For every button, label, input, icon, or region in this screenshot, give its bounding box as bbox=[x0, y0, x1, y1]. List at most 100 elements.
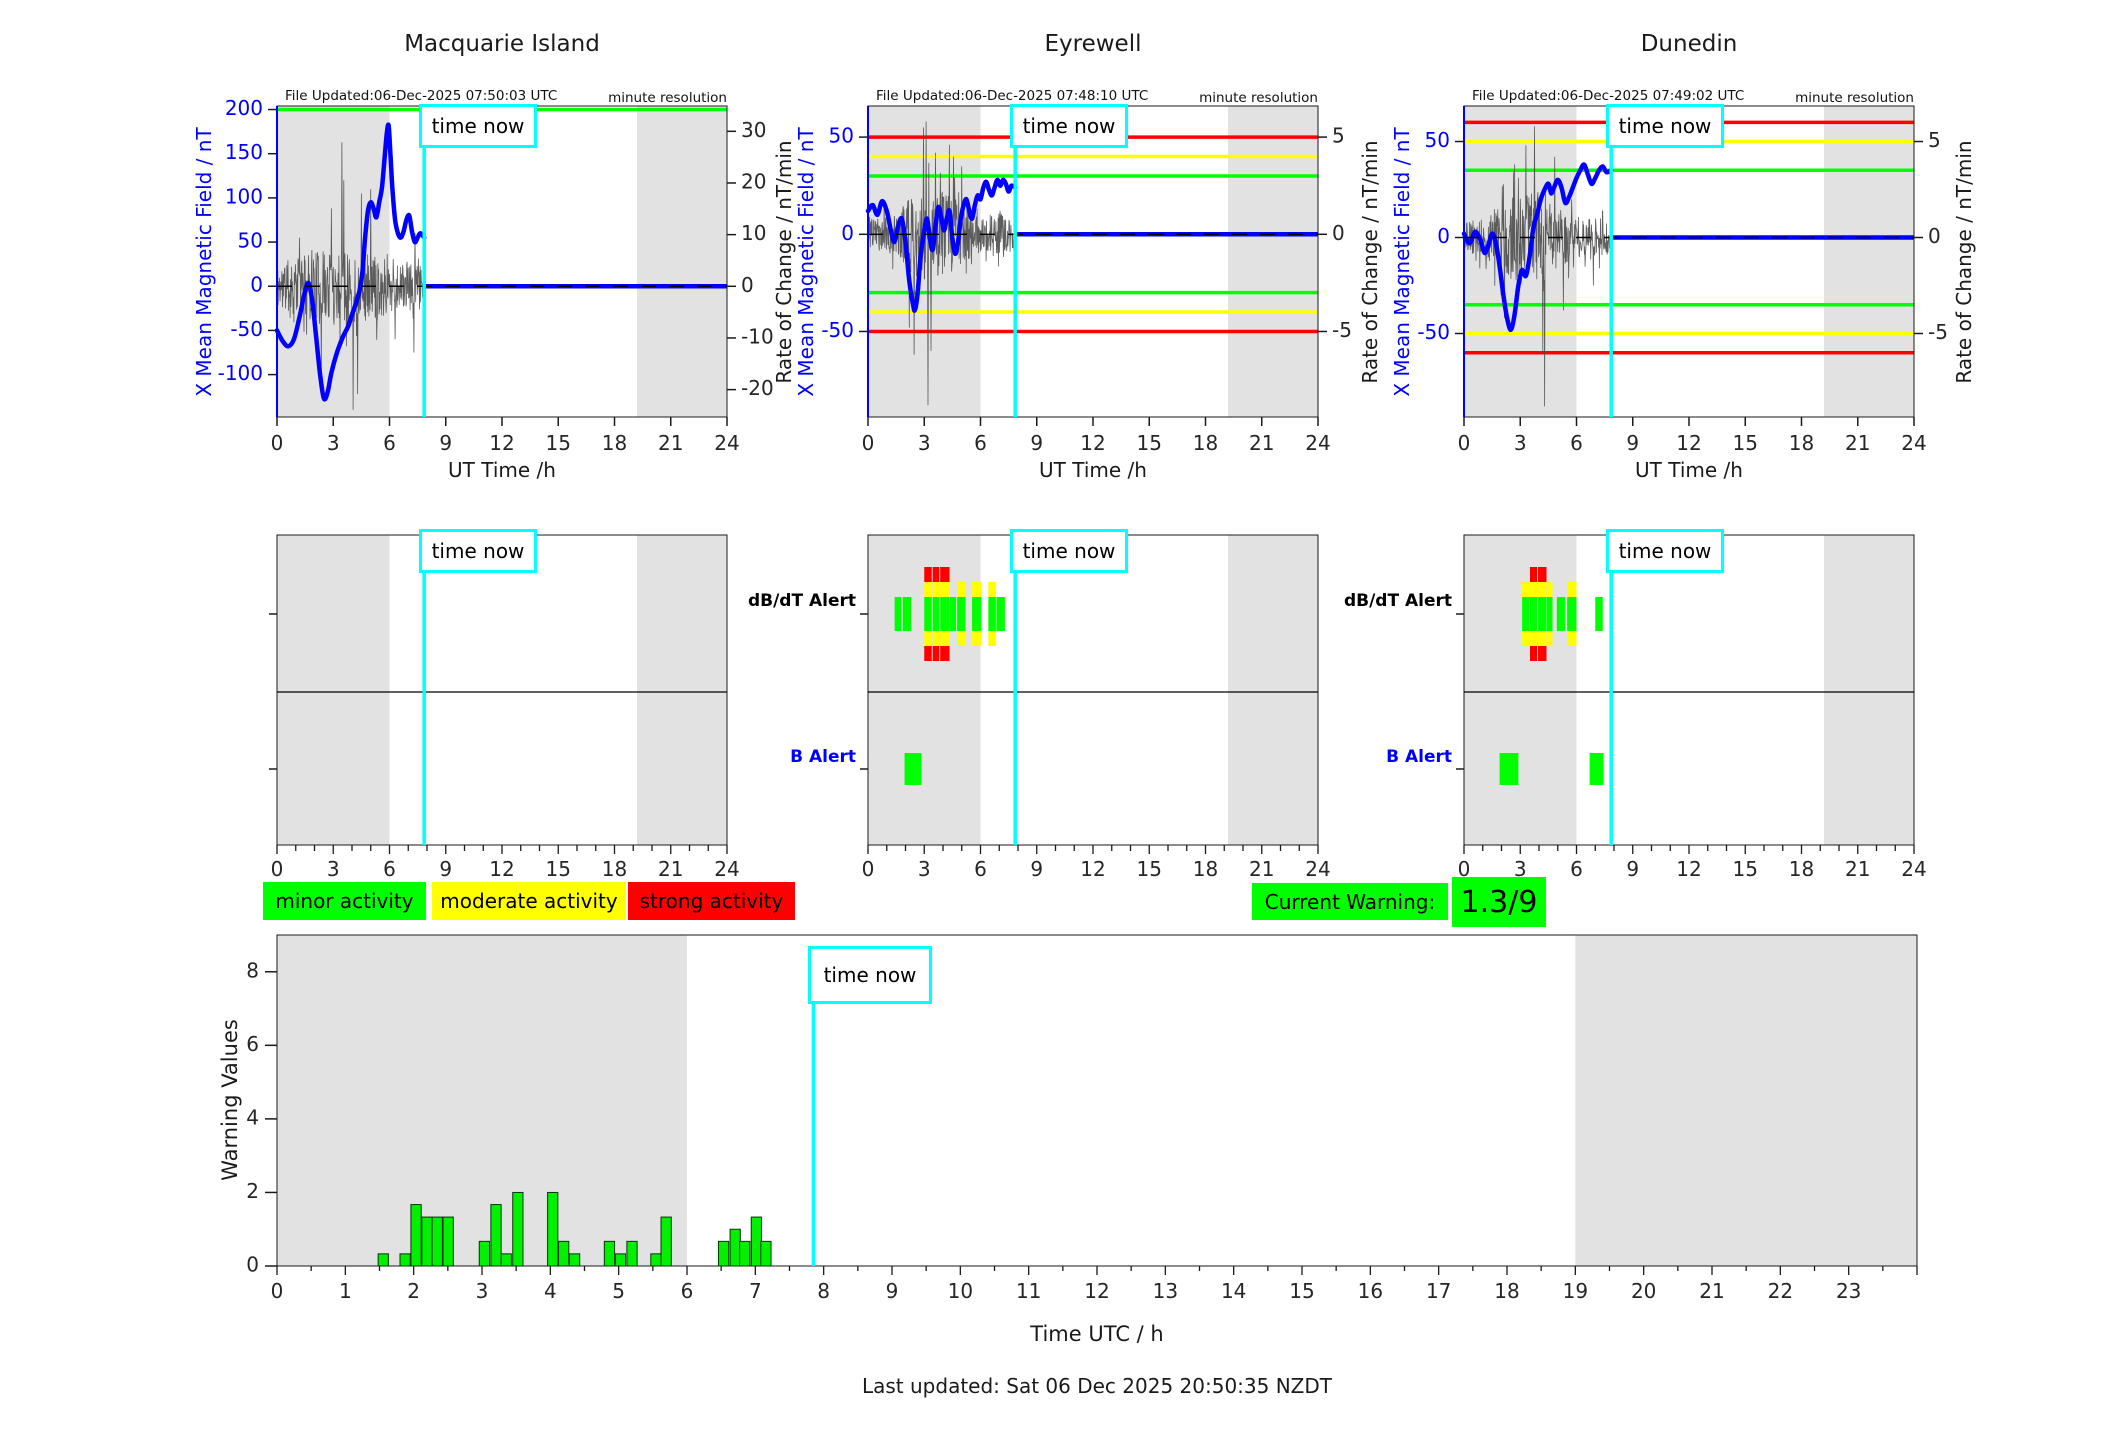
ylabel-right-macquarie: Rate of Change / nT/min bbox=[772, 140, 796, 384]
ylabel-left-dunedin: X Mean Magnetic Field / nT bbox=[1390, 127, 1414, 397]
svg-text:0: 0 bbox=[1458, 431, 1471, 455]
svg-text:18: 18 bbox=[1789, 857, 1814, 881]
time-now-box-warning-chart: time now bbox=[808, 946, 932, 1004]
svg-text:0: 0 bbox=[741, 273, 754, 297]
svg-text:30: 30 bbox=[741, 118, 766, 142]
last-updated-footer: Last updated: Sat 06 Dec 2025 20:50:35 N… bbox=[861, 1374, 1333, 1398]
svg-text:7: 7 bbox=[749, 1279, 762, 1303]
svg-text:12: 12 bbox=[1080, 857, 1105, 881]
svg-text:0: 0 bbox=[862, 857, 875, 881]
svg-text:1: 1 bbox=[339, 1279, 352, 1303]
svg-text:21: 21 bbox=[658, 857, 683, 881]
xlabel-eyrewell: UT Time /h bbox=[1039, 458, 1147, 482]
svg-text:50: 50 bbox=[829, 124, 854, 148]
svg-text:0: 0 bbox=[271, 1279, 284, 1303]
svg-text:8: 8 bbox=[246, 958, 259, 982]
svg-text:6: 6 bbox=[383, 857, 396, 881]
svg-text:4: 4 bbox=[544, 1279, 557, 1303]
svg-text:6: 6 bbox=[246, 1032, 259, 1056]
svg-text:12: 12 bbox=[1084, 1279, 1109, 1303]
svg-text:18: 18 bbox=[1193, 857, 1218, 881]
svg-text:14: 14 bbox=[1221, 1279, 1246, 1303]
svg-text:3: 3 bbox=[327, 431, 340, 455]
svg-text:18: 18 bbox=[602, 431, 627, 455]
svg-text:6: 6 bbox=[1570, 857, 1583, 881]
svg-text:-50: -50 bbox=[1417, 320, 1450, 344]
svg-text:9: 9 bbox=[439, 431, 452, 455]
b-alert-label-dunedin: B Alert bbox=[1386, 747, 1452, 767]
svg-text:6: 6 bbox=[974, 431, 987, 455]
svg-text:3: 3 bbox=[1514, 857, 1527, 881]
xlabel-warning-chart: Time UTC / h bbox=[1030, 1322, 1164, 1346]
svg-text:15: 15 bbox=[1289, 1279, 1314, 1303]
resolution-note-macquarie: minute resolution bbox=[608, 90, 727, 106]
xlabel-macquarie: UT Time /h bbox=[448, 458, 556, 482]
svg-text:9: 9 bbox=[1626, 857, 1639, 881]
svg-text:9: 9 bbox=[439, 857, 452, 881]
svg-text:5: 5 bbox=[1928, 128, 1941, 152]
svg-text:0: 0 bbox=[841, 221, 854, 245]
time-now-box-macquarie-plot: time now bbox=[419, 104, 537, 148]
svg-text:6: 6 bbox=[383, 431, 396, 455]
svg-text:20: 20 bbox=[741, 169, 766, 193]
svg-text:0: 0 bbox=[271, 857, 284, 881]
ylabel-warning-values: Warning Values bbox=[218, 1019, 242, 1181]
svg-text:12: 12 bbox=[1080, 431, 1105, 455]
svg-text:3: 3 bbox=[476, 1279, 489, 1303]
svg-text:21: 21 bbox=[1699, 1279, 1724, 1303]
svg-text:9: 9 bbox=[1030, 431, 1043, 455]
svg-text:2: 2 bbox=[407, 1279, 420, 1303]
svg-text:15: 15 bbox=[546, 857, 571, 881]
svg-text:18: 18 bbox=[1494, 1279, 1519, 1303]
svg-text:50: 50 bbox=[238, 229, 263, 253]
svg-text:15: 15 bbox=[1137, 431, 1162, 455]
svg-text:19: 19 bbox=[1563, 1279, 1588, 1303]
svg-text:3: 3 bbox=[1514, 431, 1527, 455]
svg-text:12: 12 bbox=[489, 857, 514, 881]
svg-text:18: 18 bbox=[1789, 431, 1814, 455]
svg-text:6: 6 bbox=[1570, 431, 1583, 455]
xlabel-dunedin: UT Time /h bbox=[1635, 458, 1743, 482]
ylabel-left-macquarie: X Mean Magnetic Field / nT bbox=[192, 127, 216, 397]
svg-text:-5: -5 bbox=[1332, 318, 1352, 342]
svg-text:2: 2 bbox=[246, 1179, 259, 1203]
dbdt-alert-label-eyrewell: dB/dT Alert bbox=[747, 591, 856, 611]
svg-text:21: 21 bbox=[1845, 857, 1870, 881]
svg-text:-10: -10 bbox=[741, 324, 774, 348]
resolution-note-dunedin: minute resolution bbox=[1795, 90, 1914, 106]
svg-text:12: 12 bbox=[1676, 857, 1701, 881]
file-updated-eyrewell: File Updated:06-Dec-2025 07:48:10 UTC bbox=[876, 88, 1149, 104]
svg-text:50: 50 bbox=[1425, 128, 1450, 152]
svg-text:21: 21 bbox=[1249, 857, 1274, 881]
svg-text:3: 3 bbox=[918, 857, 931, 881]
svg-text:6: 6 bbox=[681, 1279, 694, 1303]
svg-text:9: 9 bbox=[1626, 431, 1639, 455]
svg-text:13: 13 bbox=[1153, 1279, 1178, 1303]
file-updated-macquarie: File Updated:06-Dec-2025 07:50:03 UTC bbox=[285, 88, 558, 104]
time-now-box-dunedin-alerts: time now bbox=[1606, 529, 1724, 573]
current-warning-value: 1.3/9 bbox=[1452, 877, 1546, 927]
svg-text:20: 20 bbox=[1631, 1279, 1656, 1303]
svg-text:100: 100 bbox=[225, 184, 263, 208]
svg-text:15: 15 bbox=[1733, 857, 1758, 881]
dbdt-alert-label-dunedin: dB/dT Alert bbox=[1343, 591, 1452, 611]
b-alert-label-eyrewell: B Alert bbox=[790, 747, 856, 767]
svg-text:0: 0 bbox=[1437, 224, 1450, 248]
svg-text:9: 9 bbox=[1030, 857, 1043, 881]
legend-minor-activity: minor activity bbox=[263, 882, 426, 920]
svg-text:24: 24 bbox=[1305, 857, 1330, 881]
legend-moderate-activity: moderate activity bbox=[432, 882, 626, 920]
svg-text:15: 15 bbox=[1137, 857, 1162, 881]
svg-text:0: 0 bbox=[1332, 221, 1345, 245]
svg-text:-50: -50 bbox=[230, 317, 263, 341]
file-updated-dunedin: File Updated:06-Dec-2025 07:49:02 UTC bbox=[1472, 88, 1745, 104]
svg-text:-100: -100 bbox=[218, 361, 263, 385]
svg-text:0: 0 bbox=[862, 431, 875, 455]
time-now-box-dunedin-plot: time now bbox=[1606, 104, 1724, 148]
svg-text:0: 0 bbox=[246, 1253, 259, 1277]
svg-text:3: 3 bbox=[327, 857, 340, 881]
station-title-eyrewell: Eyrewell bbox=[1044, 31, 1142, 57]
svg-text:23: 23 bbox=[1836, 1279, 1861, 1303]
